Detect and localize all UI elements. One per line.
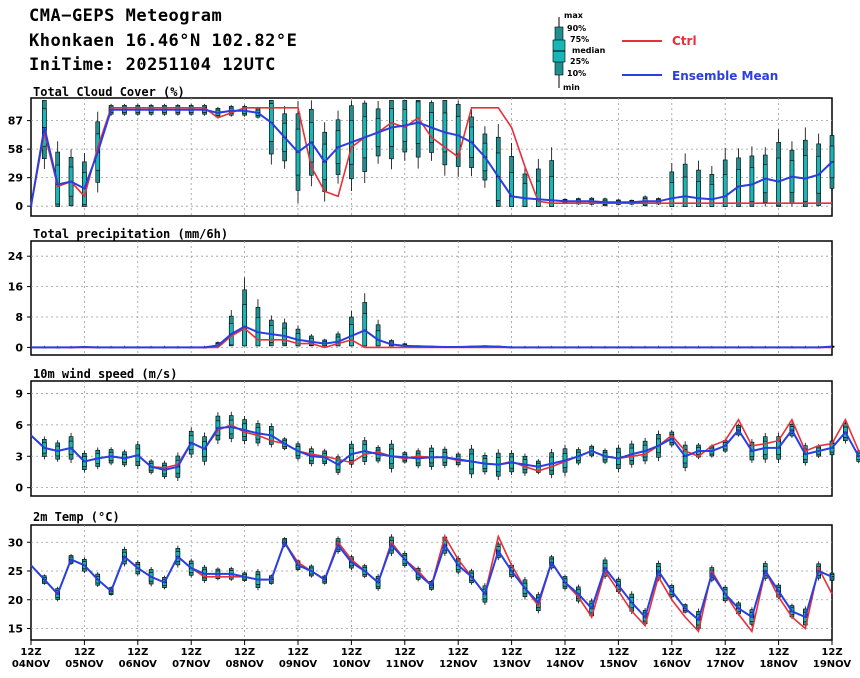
y-tick-label: 25 [8, 565, 23, 578]
x-tick-date: 07NOV [172, 659, 211, 670]
y-tick-label: 3 [15, 450, 23, 463]
panel-1: Total precipitation (mm/6h) 0 8 16 24 [8, 227, 835, 356]
ensemble-mean-line [30, 425, 860, 471]
x-tick-hour: 12Z [127, 647, 148, 658]
legend-box-key-label: 75% [570, 35, 589, 44]
x-tick-date: 05NOV [65, 659, 104, 670]
legend: max 90% 75% median 25% 10% min Ctrl Ensemble Mea… [552, 11, 778, 92]
x-tick-date: 14NOV [546, 659, 585, 670]
y-tick-label: 16 [8, 281, 24, 294]
y-tick-label: 15 [8, 623, 23, 636]
ensemble-mean-line [30, 539, 833, 622]
init-time-line: IniTime: 20251104 12UTC [29, 55, 276, 75]
box-p25-p75 [242, 304, 247, 347]
box-p25-p75 [669, 182, 675, 207]
x-axis: 12Z04NOV12Z05NOV12Z06NOV12Z07NOV12Z08NOV… [12, 640, 852, 670]
y-tick-label: 0 [15, 341, 23, 354]
x-tick-hour: 12Z [394, 647, 415, 658]
panel-0: Total Cloud Cover (%) 0 29 58 87 [8, 85, 835, 217]
legend-box-key-label: max [564, 11, 584, 20]
x-tick-hour: 12Z [234, 647, 255, 658]
legend-mean-label: Ensemble Mean [672, 69, 778, 83]
location-line: Khonkaen 16.46°N 102.82°E [29, 31, 298, 51]
panel-title: Total Cloud Cover (%) [33, 85, 185, 99]
x-tick-date: 15NOV [599, 659, 638, 670]
x-tick-date: 13NOV [492, 659, 531, 670]
x-tick-hour: 12Z [608, 647, 629, 658]
y-tick-label: 8 [15, 311, 23, 324]
legend-ctrl-label: Ctrl [672, 34, 697, 48]
x-tick-hour: 12Z [341, 647, 362, 658]
ctrl-series-line [30, 107, 832, 207]
panel-title: Total precipitation (mm/6h) [33, 227, 228, 241]
panel-title: 10m wind speed (m/s) [33, 367, 178, 381]
x-tick-hour: 12Z [661, 647, 682, 658]
panel-frame [30, 240, 833, 356]
x-tick-hour: 12Z [20, 647, 41, 658]
box-p25-p75 [709, 184, 715, 207]
x-tick-date: 06NOV [119, 659, 158, 670]
x-tick-hour: 12Z [768, 647, 789, 658]
y-tick-label: 30 [8, 536, 24, 549]
panel-3: 2m Temp (°C) 15 20 25 30 [8, 510, 835, 641]
ctrl-series-line [31, 327, 832, 349]
y-tick-label: 29 [8, 172, 23, 185]
box-p25-p75 [722, 174, 728, 207]
legend-box-key-label: 10% [567, 69, 586, 78]
panel-frame [30, 524, 833, 641]
y-tick-label: 58 [8, 143, 23, 156]
x-tick-date: 11NOV [386, 659, 425, 670]
box-p25-p75 [522, 183, 528, 207]
legend-box-key-label: median [572, 46, 606, 55]
x-tick-hour: 12Z [287, 647, 308, 658]
panel-title: 2m Temp (°C) [33, 510, 120, 524]
x-tick-hour: 12Z [448, 647, 469, 658]
legend-box-key-label: 25% [570, 57, 589, 66]
x-tick-hour: 12Z [554, 647, 575, 658]
box-p25-p75 [682, 176, 688, 207]
panel-frame [30, 380, 833, 497]
y-tick-label: 20 [8, 594, 24, 607]
x-tick-date: 04NOV [12, 659, 51, 670]
x-tick-date: 08NOV [225, 659, 264, 670]
x-tick-date: 10NOV [332, 659, 371, 670]
panel-2: 10m wind speed (m/s) 0 3 6 9 [15, 367, 860, 497]
x-tick-hour: 12Z [821, 647, 842, 658]
ensemble-mean-line [30, 108, 833, 207]
box-p25-p75 [509, 172, 514, 207]
x-tick-date: 16NOV [653, 659, 692, 670]
chart-title: CMA−GEPS Meteogram [29, 6, 223, 26]
y-tick-label: 0 [15, 200, 23, 213]
x-tick-hour: 12Z [74, 647, 95, 658]
x-tick-date: 17NOV [706, 659, 745, 670]
box-p25-p75 [549, 176, 554, 207]
box-p25-p75 [696, 181, 701, 207]
x-tick-date: 09NOV [279, 659, 318, 670]
ensemble-mean-line [31, 325, 833, 349]
x-tick-date: 12NOV [439, 659, 478, 670]
y-tick-label: 6 [15, 419, 23, 432]
box-p25-p75 [535, 180, 541, 207]
y-tick-label: 0 [15, 482, 23, 495]
x-tick-date: 18NOV [759, 659, 798, 670]
x-tick-hour: 12Z [501, 647, 522, 658]
y-tick-label: 9 [15, 388, 23, 401]
y-tick-label: 87 [8, 115, 23, 128]
legend-box-key-label: 90% [567, 24, 586, 33]
x-tick-date: 19NOV [813, 659, 852, 670]
y-tick-label: 24 [8, 250, 24, 263]
x-tick-hour: 12Z [715, 647, 736, 658]
x-tick-hour: 12Z [181, 647, 202, 658]
legend-box-key-label: min [563, 83, 580, 92]
